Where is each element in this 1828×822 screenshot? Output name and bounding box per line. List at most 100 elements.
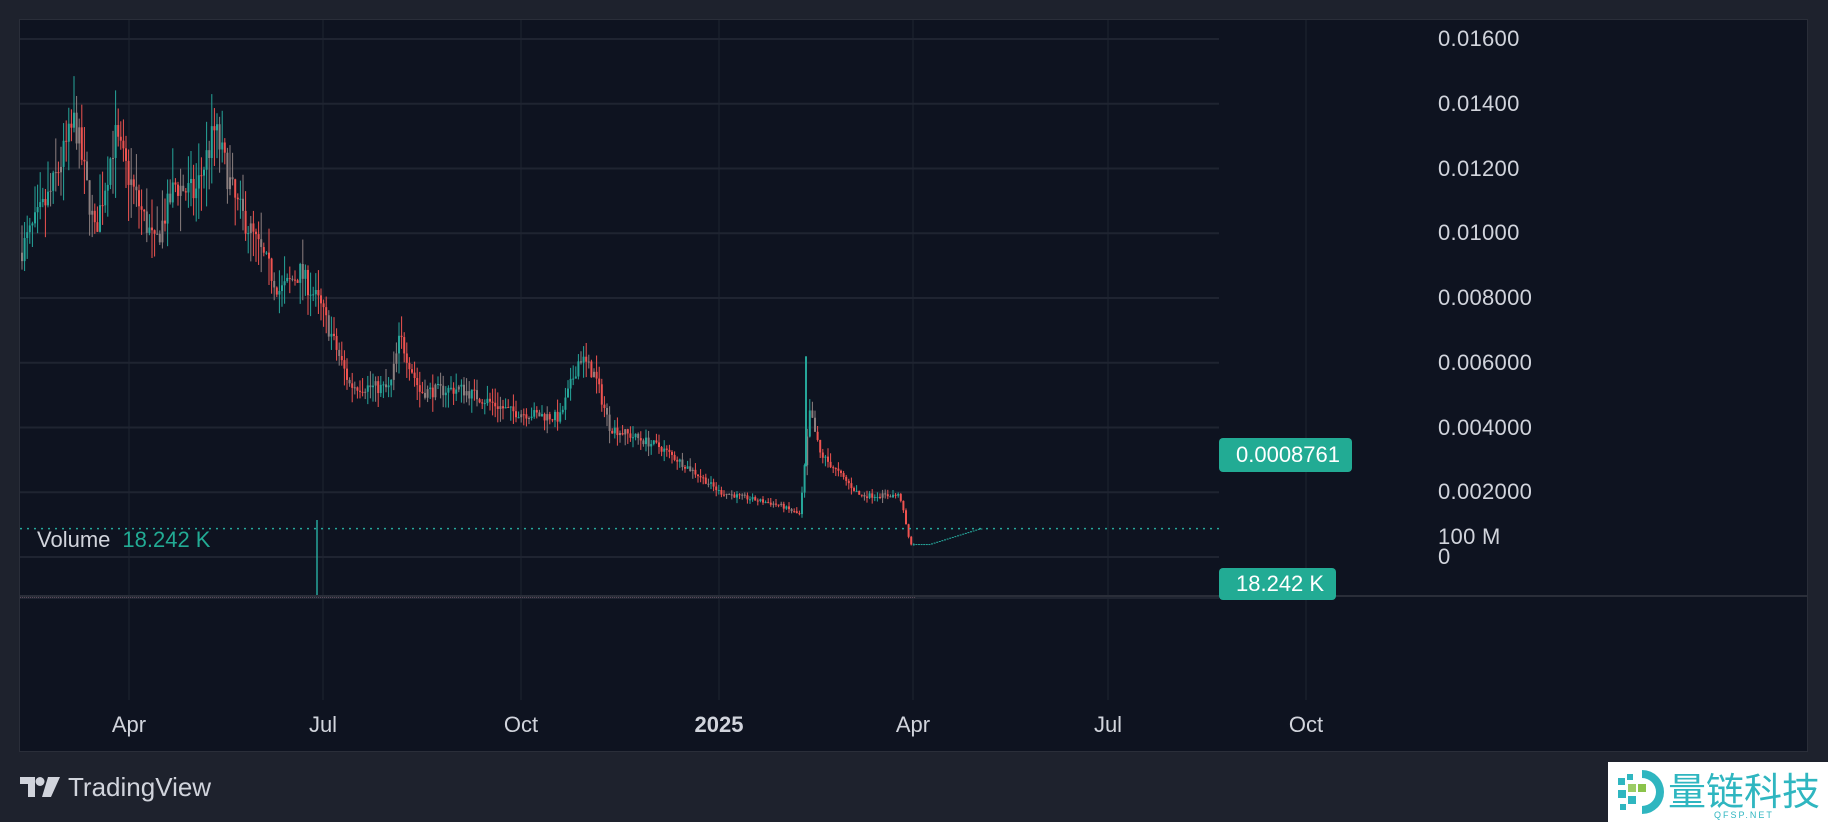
candle-body <box>710 482 712 484</box>
candle-body <box>322 303 325 308</box>
candle-body <box>556 411 559 422</box>
candle-body <box>489 398 491 402</box>
candle-body <box>270 258 273 281</box>
candle-body <box>34 212 36 224</box>
candle-body <box>426 389 429 398</box>
candle-body <box>184 191 187 193</box>
candle-body <box>925 544 928 546</box>
candle-body <box>715 486 718 491</box>
candle-body <box>808 410 811 437</box>
candle-body <box>452 387 455 394</box>
time-axis-label: Apr <box>111 712 147 737</box>
candle-body <box>564 397 567 410</box>
candle-body <box>673 454 676 460</box>
candle-body <box>814 417 816 432</box>
candle-body <box>793 511 796 513</box>
candle-body <box>41 198 44 203</box>
candle-body <box>499 406 502 409</box>
price-axis-label: 0.01000 <box>1438 220 1520 246</box>
pane-separator[interactable] <box>20 595 1807 597</box>
candle-body <box>444 392 447 396</box>
price-chart-canvas[interactable] <box>20 20 1807 751</box>
candle-body <box>273 280 276 288</box>
candle-body <box>931 543 933 545</box>
candle-body <box>577 361 580 377</box>
candle-body <box>554 411 556 421</box>
price-axis-label: 0.008000 <box>1438 285 1533 310</box>
candle-body <box>44 198 47 206</box>
candle-body <box>517 417 520 419</box>
candle-body <box>964 532 967 534</box>
candle-body <box>606 407 608 415</box>
candle-body <box>36 207 39 213</box>
candle-body <box>897 494 900 496</box>
candle-body <box>379 384 382 394</box>
candle-body <box>795 511 798 514</box>
price-axis-label: 0.01600 <box>1438 26 1520 51</box>
candle-body <box>75 112 78 144</box>
candle-body <box>127 160 130 185</box>
candle-body <box>842 473 845 477</box>
candle-body <box>377 381 380 394</box>
candle-body <box>821 452 824 458</box>
chart-panel[interactable]: 0.01600 0.01400 0.01200 0.01000 0.008000 0.00… <box>19 19 1808 752</box>
candle-body <box>119 136 122 141</box>
candle-body <box>837 468 840 471</box>
candle-body <box>132 179 135 187</box>
candle-body <box>788 506 790 510</box>
candle-body <box>829 461 832 468</box>
candle-body <box>174 182 177 185</box>
candle-body <box>548 414 551 420</box>
candle-body <box>140 206 143 210</box>
candle-body <box>951 536 954 538</box>
candle-body <box>509 406 512 408</box>
candle-body <box>213 126 216 131</box>
candle-body <box>252 223 255 232</box>
candle-body <box>239 198 242 200</box>
candle-body <box>912 544 915 546</box>
candle-body <box>483 403 486 405</box>
candle-body <box>767 502 770 504</box>
candle-body <box>780 503 783 505</box>
candle-body <box>325 307 328 316</box>
candle-body <box>853 488 855 491</box>
candle-body <box>746 495 749 500</box>
current-price-badge: 0.0008761 <box>1219 438 1352 472</box>
candle-body <box>249 223 252 234</box>
candle-body <box>143 209 146 212</box>
candle-body <box>642 440 645 445</box>
candle-body <box>398 335 400 354</box>
candle-body <box>333 333 335 336</box>
candle-body <box>52 172 55 191</box>
candle-body <box>408 362 411 370</box>
candle-body <box>73 112 75 128</box>
candle-body <box>894 494 897 496</box>
candle-body <box>335 335 338 350</box>
candle-body <box>655 440 658 443</box>
candle-body <box>364 391 367 393</box>
candle-body <box>522 414 525 416</box>
candle-body <box>343 360 346 369</box>
candle-body <box>265 252 268 254</box>
candle-body <box>153 230 156 234</box>
candle-body <box>920 544 923 546</box>
candle-body <box>899 494 902 501</box>
candle-body <box>268 252 270 259</box>
candle-body <box>582 356 585 363</box>
candle-body <box>803 465 806 493</box>
candle-body <box>749 499 751 501</box>
candle-body <box>634 433 637 438</box>
candle-body <box>151 227 153 231</box>
price-axis-label: 0.01400 <box>1438 90 1520 116</box>
candle-body <box>959 534 962 536</box>
candle-body <box>361 391 364 393</box>
tradingview-logo-icon <box>20 776 60 797</box>
candle-body <box>457 386 460 390</box>
candle-body <box>434 384 437 398</box>
candle-body <box>112 157 114 159</box>
candle-body <box>80 127 83 160</box>
candle-body <box>785 506 788 509</box>
tradingview-logo[interactable]: TradingView <box>20 772 211 803</box>
time-axis-label: Jul <box>308 712 338 737</box>
candle-body <box>221 142 224 150</box>
